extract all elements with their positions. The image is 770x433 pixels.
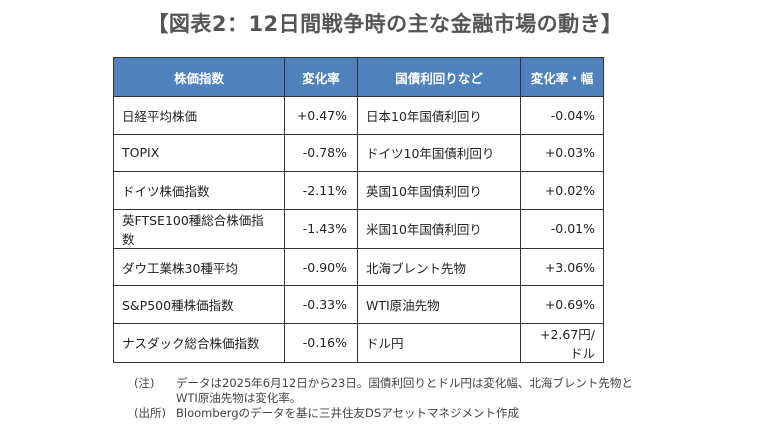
- stock-index-name: TOPIX: [113, 133, 285, 173]
- stock-change: -0.16%: [284, 322, 358, 363]
- stock-change: -2.11%: [284, 171, 358, 210]
- stock-change: -1.43%: [284, 208, 358, 249]
- bond-item-name: 北海ブレント先物: [357, 247, 521, 287]
- bond-change: -0.01%: [520, 208, 604, 249]
- bond-change: +0.69%: [520, 285, 604, 324]
- bond-item-name: 英国10年国債利回り: [357, 171, 521, 210]
- note-text: データは2025年6月12日から23日。国債利回りとドル円は変化幅、北海ブレント…: [176, 376, 633, 390]
- bond-item-name: 米国10年国債利回り: [357, 208, 521, 249]
- bond-change: -0.04%: [520, 96, 604, 135]
- table-row: ドイツ株価指数 -2.11% 英国10年国債利回り +0.02%: [113, 171, 604, 210]
- stock-index-name: 英FTSE100種総合株価指数: [113, 208, 285, 249]
- table-header-row: 株価指数 変化率 国債利回りなど 変化率・幅: [113, 57, 604, 97]
- bond-change: +2.67円/ドル: [520, 322, 604, 363]
- table-row: TOPIX -0.78% ドイツ10年国債利回り +0.03%: [113, 133, 604, 173]
- note-label: (注): [134, 376, 155, 390]
- bond-change: +3.06%: [520, 247, 604, 287]
- table-row: ダウ工業株30種平均 -0.90% 北海ブレント先物 +3.06%: [113, 247, 604, 287]
- header-stock-index: 株価指数: [113, 57, 285, 97]
- stock-change: -0.90%: [284, 247, 358, 287]
- header-change-rate-width: 変化率・幅: [520, 57, 604, 97]
- figure-title: 【図表2：12日間戦争時の主な金融市場の動き】: [147, 12, 623, 36]
- table-row: ナスダック総合株価指数 -0.16% ドル円 +2.67円/ドル: [113, 322, 604, 363]
- stock-change: +0.47%: [284, 96, 358, 135]
- note-text-cont: WTI原油先物は変化率。: [176, 391, 302, 405]
- stock-index-name: ナスダック総合株価指数: [113, 322, 285, 363]
- header-change-rate: 変化率: [284, 57, 358, 97]
- bond-item-name: WTI原油先物: [357, 285, 521, 324]
- stock-change: -0.78%: [284, 133, 358, 173]
- bond-item-name: ドル円: [357, 322, 521, 363]
- stock-change: -0.33%: [284, 285, 358, 324]
- source-text: Bloombergのデータを基に三井住友DSアセットマネジメント作成: [176, 406, 519, 420]
- source-label: (出所): [134, 406, 166, 420]
- table-row: S&P500種株価指数 -0.33% WTI原油先物 +0.69%: [113, 285, 604, 324]
- bond-change: +0.03%: [520, 133, 604, 173]
- table-row: 日経平均株価 +0.47% 日本10年国債利回り -0.04%: [113, 96, 604, 135]
- stock-index-name: ドイツ株価指数: [113, 171, 285, 210]
- bond-item-name: ドイツ10年国債利回り: [357, 133, 521, 173]
- stock-index-name: S&P500種株価指数: [113, 285, 285, 324]
- table-row: 英FTSE100種総合株価指数 -1.43% 米国10年国債利回り -0.01%: [113, 208, 604, 249]
- bond-item-name: 日本10年国債利回り: [357, 96, 521, 135]
- stock-index-name: ダウ工業株30種平均: [113, 247, 285, 287]
- stock-index-name: 日経平均株価: [113, 96, 285, 135]
- market-moves-table: 株価指数 変化率 国債利回りなど 変化率・幅 日経平均株価 +0.47% 日本10年…: [113, 57, 604, 363]
- bond-change: +0.02%: [520, 171, 604, 210]
- footnotes: (注) データは2025年6月12日から23日。国債利回りとドル円は変化幅、北海ブ…: [134, 376, 633, 421]
- header-bond-yields: 国債利回りなど: [357, 57, 521, 97]
